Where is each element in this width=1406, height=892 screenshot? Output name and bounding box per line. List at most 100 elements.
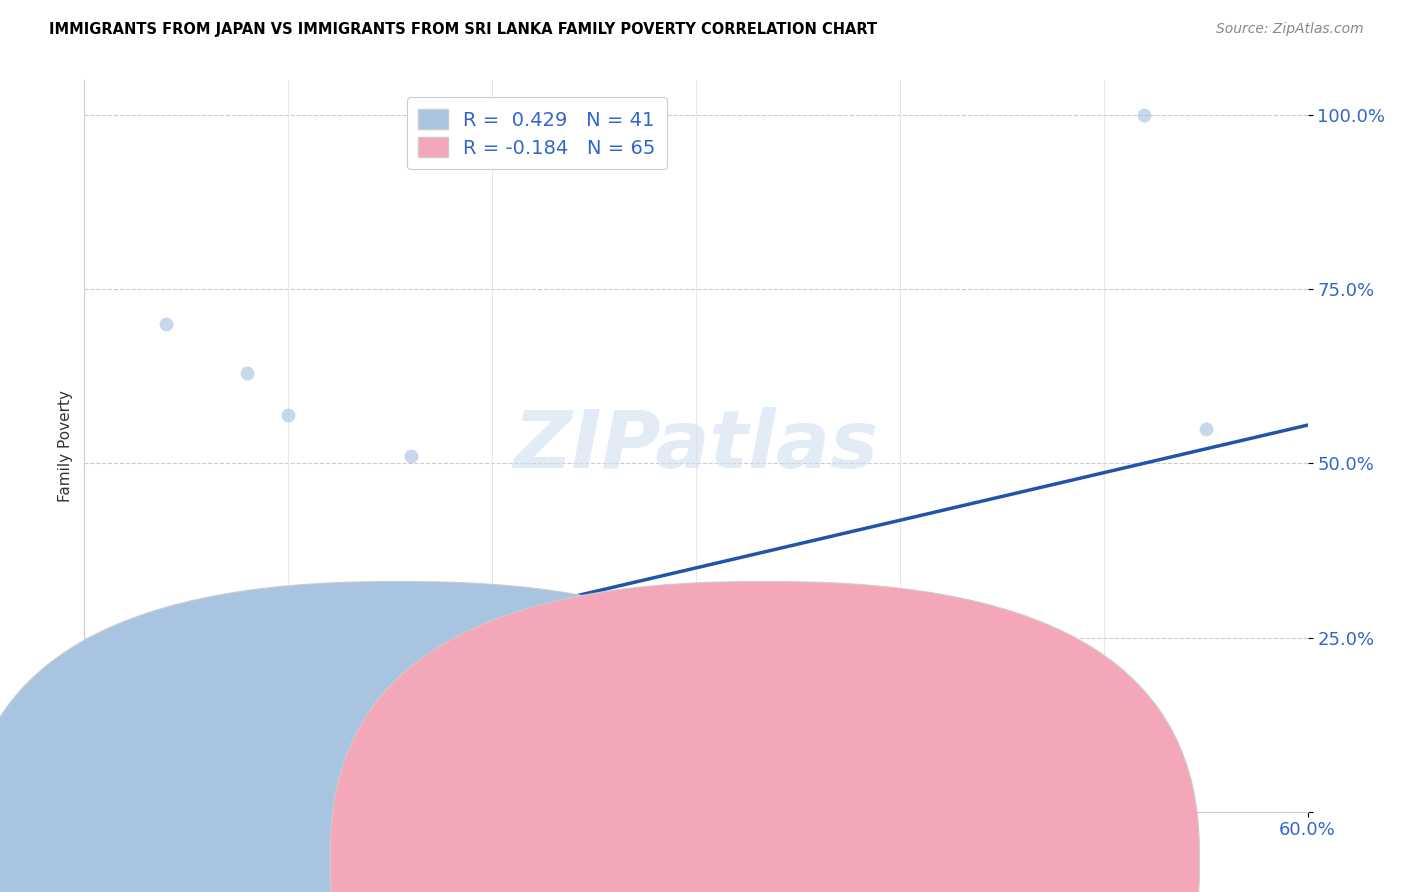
Point	[420, 756, 443, 770]
Point	[82, 651, 104, 665]
Point	[298, 658, 321, 673]
Point	[97, 693, 120, 707]
Point	[217, 700, 239, 714]
Point	[82, 756, 104, 770]
Point	[87, 770, 110, 784]
Point	[91, 790, 114, 805]
Point	[93, 770, 115, 784]
Point	[339, 735, 361, 749]
Point	[93, 665, 115, 680]
Point	[135, 693, 157, 707]
Point	[90, 679, 112, 693]
Point	[135, 756, 157, 770]
Point	[83, 735, 105, 749]
Point	[104, 700, 127, 714]
Point	[110, 763, 132, 777]
Point	[929, 707, 952, 722]
Point	[105, 665, 128, 680]
Point	[112, 693, 135, 707]
Text: Source: ZipAtlas.com: Source: ZipAtlas.com	[1216, 22, 1364, 37]
Point	[583, 616, 606, 631]
Point	[93, 777, 115, 791]
Point	[195, 735, 218, 749]
Point	[101, 735, 124, 749]
Point	[124, 707, 146, 722]
Point	[110, 756, 132, 770]
Point	[87, 700, 110, 714]
Point	[87, 658, 110, 673]
Point	[90, 742, 112, 756]
Point	[79, 721, 101, 735]
Point	[174, 700, 197, 714]
Y-axis label: Family Poverty: Family Poverty	[58, 390, 73, 502]
Point	[236, 651, 259, 665]
Point	[747, 638, 769, 652]
Point	[114, 714, 136, 728]
Point	[318, 658, 340, 673]
Point	[100, 658, 122, 673]
Point	[105, 686, 128, 700]
Point	[90, 721, 112, 735]
Point	[114, 686, 136, 700]
Point	[93, 707, 115, 722]
Point	[1032, 638, 1054, 652]
Point	[87, 721, 110, 735]
Point	[83, 714, 105, 728]
Point	[236, 714, 259, 728]
Point	[236, 366, 259, 380]
Point	[86, 742, 108, 756]
Point	[87, 644, 110, 658]
Point	[108, 797, 131, 812]
Point	[543, 784, 565, 798]
Point	[380, 679, 402, 693]
Legend: R =  0.429   N = 41, R = -0.184   N = 65: R = 0.429 N = 41, R = -0.184 N = 65	[406, 97, 668, 169]
Point	[87, 763, 110, 777]
Point	[82, 638, 104, 652]
Text: ZIPatlas: ZIPatlas	[513, 407, 879, 485]
Point	[502, 777, 524, 791]
Point	[848, 721, 870, 735]
Point	[86, 784, 108, 798]
Point	[86, 728, 108, 742]
Point	[155, 673, 177, 687]
Point	[118, 700, 141, 714]
Point	[82, 790, 104, 805]
Point	[101, 797, 124, 812]
Point	[100, 777, 122, 791]
Point	[105, 784, 128, 798]
Point	[82, 763, 104, 777]
Point	[114, 770, 136, 784]
Point	[96, 749, 118, 764]
Point	[87, 797, 110, 812]
Point	[461, 763, 484, 777]
Point	[83, 784, 105, 798]
Point	[277, 408, 299, 422]
Point	[93, 763, 115, 777]
Point	[93, 728, 115, 742]
Point	[522, 644, 544, 658]
Point	[96, 728, 118, 742]
Point	[440, 700, 463, 714]
Point	[96, 797, 118, 812]
Point	[104, 749, 127, 764]
Point	[399, 749, 422, 764]
Point	[79, 777, 101, 791]
Point	[83, 665, 105, 680]
Point	[114, 742, 136, 756]
Point	[82, 714, 104, 728]
Point	[90, 679, 112, 693]
Text: IMMIGRANTS FROM JAPAN VS IMMIGRANTS FROM SRI LANKA FAMILY POVERTY CORRELATION CH: IMMIGRANTS FROM JAPAN VS IMMIGRANTS FROM…	[49, 22, 877, 37]
Text: Immigrants from Sri Lanka: Immigrants from Sri Lanka	[783, 854, 1004, 871]
Point	[118, 721, 141, 735]
Point	[91, 735, 114, 749]
Point	[562, 790, 585, 805]
Point	[110, 707, 132, 722]
Point	[90, 790, 112, 805]
Point	[399, 450, 422, 464]
Point	[93, 686, 115, 700]
Point	[1133, 108, 1156, 122]
Point	[359, 742, 381, 756]
Point	[155, 317, 177, 331]
Point	[97, 742, 120, 756]
Point	[83, 673, 105, 687]
